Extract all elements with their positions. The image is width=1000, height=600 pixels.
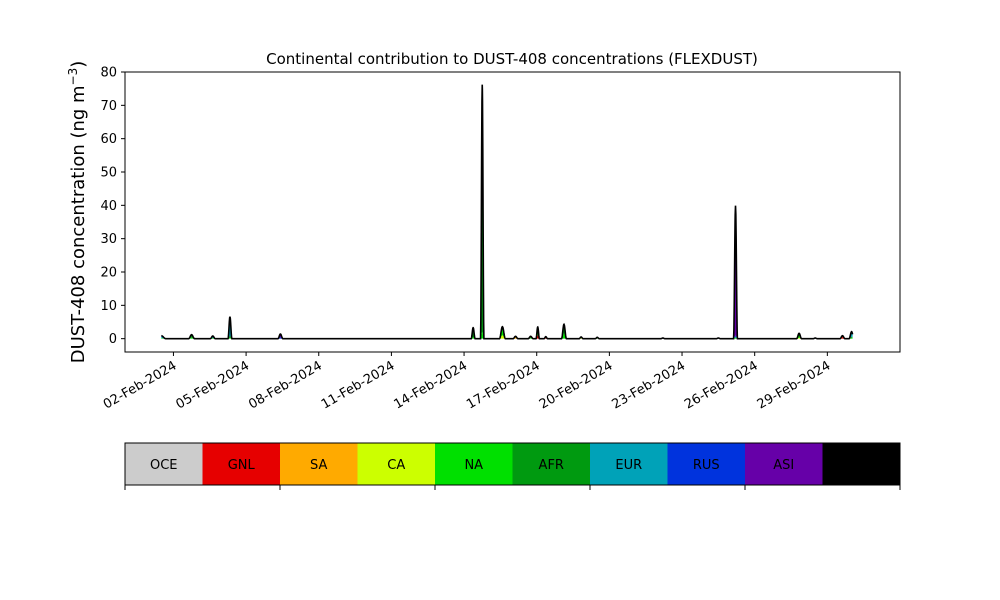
legend-label-gnl: GNL — [228, 458, 256, 473]
y-axis-label-superscript: −3 — [66, 68, 80, 86]
x-tick-label: 14-Feb-2024 — [392, 358, 471, 412]
y-tick-label: 30 — [100, 232, 117, 247]
legend-swatch-eur — [590, 443, 668, 485]
legend-frame — [124, 442, 901, 486]
legend-swatch-aus — [822, 443, 900, 485]
x-tick-label: 17-Feb-2024 — [464, 358, 543, 412]
area-series-afr — [161, 88, 853, 339]
y-axis-label: DUST-408 concentration (ng m−3) — [66, 61, 89, 364]
x-tick-label: 05-Feb-2024 — [174, 358, 253, 412]
legend-swatch-gnl — [202, 443, 280, 485]
y-tick-label: 20 — [100, 266, 117, 281]
area-series-eur — [161, 87, 853, 339]
y-tick-label: 40 — [100, 199, 117, 214]
chart-title: Continental contribution to DUST-408 con… — [266, 50, 758, 68]
x-tick-label: 02-Feb-2024 — [101, 358, 180, 412]
y-tick-label: 0 — [109, 332, 117, 347]
y-tick-label: 60 — [100, 132, 117, 147]
legend-swatch-oce — [125, 443, 203, 485]
legend-swatch-sa — [280, 443, 358, 485]
plot-series — [161, 84, 854, 340]
x-tick-label: 08-Feb-2024 — [246, 358, 325, 412]
legend-label-na: NA — [464, 458, 483, 473]
legend-label-aus: AUS — [848, 458, 875, 473]
legend-label-rus: RUS — [693, 458, 720, 473]
legend-swatch-afr — [512, 443, 590, 485]
legend-label-afr: AFR — [539, 458, 564, 473]
legend-label-ca: CA — [387, 458, 405, 473]
y-ticks: 0 10 20 30 40 50 60 70 80 — [100, 66, 125, 347]
x-tick-label: 20-Feb-2024 — [537, 358, 616, 412]
legend: OCE GNL SA CA NA AFR EUR RUS ASI AUS — [124, 442, 901, 490]
y-axis-label-main: DUST-408 concentration (ng m — [68, 85, 89, 363]
x-tick-label: 11-Feb-2024 — [319, 358, 398, 412]
area-series-asi — [161, 84, 853, 339]
x-tick-label: 26-Feb-2024 — [682, 358, 761, 412]
legend-label-oce: OCE — [150, 458, 178, 473]
x-tick-label: 23-Feb-2024 — [609, 358, 688, 412]
x-ticks: 02-Feb-202405-Feb-202408-Feb-202411-Feb-… — [101, 352, 833, 412]
area-series-rus — [161, 86, 853, 339]
y-tick-label: 70 — [100, 99, 117, 114]
area-series-na — [161, 330, 853, 339]
y-tick-label: 10 — [100, 299, 117, 314]
svg-text:DUST-408 concentration (ng m−3: DUST-408 concentration (ng m−3) — [66, 61, 89, 364]
area-series-aus — [161, 84, 853, 339]
x-tick-label: 29-Feb-2024 — [755, 358, 834, 412]
legend-swatch-na — [435, 443, 513, 485]
y-tick-label: 80 — [100, 66, 117, 81]
plot-frame — [124, 71, 901, 353]
legend-label-asi: ASI — [773, 458, 794, 473]
legend-swatch-ca — [357, 443, 435, 485]
legend-swatch-rus — [667, 443, 745, 485]
total-line — [161, 84, 854, 340]
y-axis-label-close: ) — [68, 61, 89, 68]
y-tick-label: 50 — [100, 166, 117, 181]
legend-swatch-asi — [745, 443, 823, 485]
legend-label-sa: SA — [310, 458, 327, 473]
legend-label-eur: EUR — [615, 458, 642, 473]
